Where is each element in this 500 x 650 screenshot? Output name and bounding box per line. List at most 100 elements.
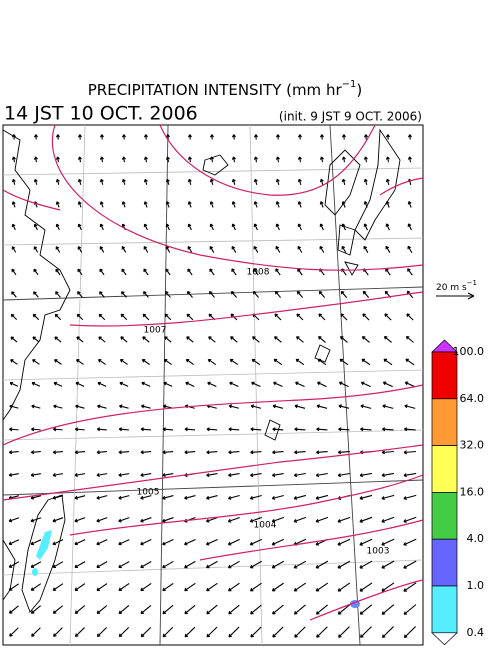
- wind-arrow: [362, 313, 370, 321]
- wind-arrow: [165, 223, 170, 231]
- wind-arrow: [31, 627, 41, 637]
- wind-arrow: [359, 538, 373, 546]
- wind-arrow: [338, 626, 350, 638]
- wind-arrow: [186, 336, 194, 343]
- wind-arrow: [54, 336, 62, 343]
- wind-vectors: [8, 134, 417, 639]
- wind-arrow: [74, 561, 86, 568]
- wind-arrow: [296, 290, 304, 298]
- wind-arrow: [227, 494, 240, 500]
- wind-arrow: [384, 313, 392, 321]
- wind-arrow: [231, 245, 237, 253]
- wind-arrow: [118, 561, 130, 569]
- wind-arrow: [32, 359, 40, 365]
- wind-arrow: [10, 313, 18, 321]
- wind-arrow: [185, 381, 195, 387]
- wind-arrow: [316, 450, 328, 455]
- wind-arrow: [381, 626, 394, 638]
- wind-arrow: [381, 472, 395, 478]
- wind-arrow: [99, 223, 104, 231]
- valid-time: 14 JST 10 OCT. 2006: [4, 103, 198, 125]
- wind-arrow: [253, 245, 259, 253]
- wind-arrow: [118, 517, 130, 523]
- wind-arrow: [294, 427, 306, 432]
- wind-arrow: [359, 560, 373, 569]
- wind-arrow: [318, 290, 326, 298]
- wind-arrow: [249, 538, 262, 546]
- wind-arrow: [140, 561, 152, 569]
- wind-arrow: [9, 381, 19, 387]
- wind-arrow: [162, 450, 174, 455]
- wind-arrow: [361, 336, 370, 343]
- grid-line: [2, 429, 424, 441]
- wind-arrow: [206, 626, 218, 638]
- wind-arrow: [140, 582, 152, 592]
- wind-arrow: [337, 604, 351, 615]
- wind-arrow: [317, 336, 326, 343]
- wind-arrow: [33, 268, 39, 276]
- wind-arrow: [55, 246, 61, 253]
- coastline: [314, 344, 331, 363]
- wind-arrow: [11, 156, 16, 163]
- wind-arrow: [297, 156, 302, 163]
- wind-arrow: [252, 290, 259, 298]
- colorbar-label: 16.0: [460, 485, 485, 498]
- wind-arrow: [75, 404, 85, 409]
- wind-arrow: [184, 495, 196, 500]
- wind-arrow: [231, 268, 237, 276]
- wind-arrow: [96, 517, 108, 523]
- wind-arrow: [165, 246, 171, 253]
- wind-arrow: [140, 427, 151, 432]
- wind-arrow: [55, 201, 60, 208]
- wind-arrow: [403, 472, 417, 478]
- wind-arrow: [359, 516, 373, 523]
- wind-arrow: [231, 223, 236, 231]
- wind-arrow: [385, 134, 390, 140]
- wind-arrow: [403, 626, 417, 639]
- wind-arrow: [9, 627, 19, 637]
- wind-arrow: [77, 223, 82, 231]
- wind-arrow: [118, 539, 130, 546]
- title-close: ): [356, 81, 362, 99]
- wind-arrow: [52, 583, 64, 591]
- wind-arrow: [162, 582, 174, 592]
- coastline: [354, 128, 401, 241]
- wind-arrow: [407, 245, 413, 253]
- wind-arrow: [407, 223, 412, 231]
- wind-arrow: [164, 336, 172, 343]
- wind-arrow: [11, 291, 17, 298]
- wind-reference-label: 20 m s−1: [436, 279, 477, 293]
- wind-arrow: [141, 358, 150, 365]
- grid-line: [2, 369, 424, 381]
- wind-arrow: [96, 473, 108, 477]
- precip-area: [36, 530, 52, 560]
- wind-arrow: [118, 627, 130, 638]
- wind-arrow: [405, 358, 415, 366]
- wind-arrow: [140, 404, 151, 409]
- isobar: [379, 177, 424, 196]
- wind-arrow: [295, 358, 305, 366]
- wind-arrow: [187, 134, 192, 140]
- wind-arrow: [186, 313, 194, 321]
- wind-arrow: [99, 201, 104, 208]
- wind-arrow: [98, 313, 106, 321]
- wind-arrow: [120, 313, 128, 321]
- isobar: [2, 444, 424, 501]
- wind-arrow: [231, 178, 236, 185]
- wind-arrow: [297, 134, 302, 140]
- wind-arrow: [273, 381, 283, 388]
- wind-arrow: [209, 268, 215, 276]
- wind-arrow: [30, 472, 41, 477]
- wind-arrow: [142, 336, 150, 343]
- isobar: [2, 384, 424, 446]
- wind-arrow: [185, 358, 195, 365]
- wind-arrow: [143, 178, 148, 185]
- wind-arrow: [271, 538, 285, 546]
- wind-arrow: [360, 381, 371, 388]
- wind-arrow: [99, 246, 105, 253]
- isobar: [199, 519, 424, 561]
- wind-arrow: [251, 381, 261, 388]
- wind-arrow: [143, 268, 149, 276]
- wind-arrow: [274, 290, 282, 298]
- wind-arrow: [315, 560, 329, 569]
